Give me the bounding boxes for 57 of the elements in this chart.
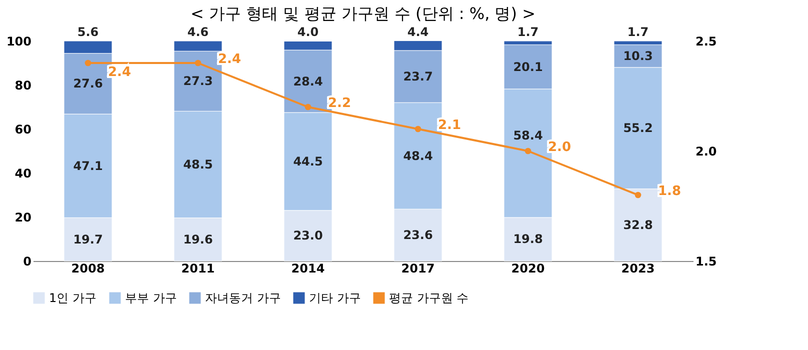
y-tick-label: 0 bbox=[23, 254, 32, 268]
y2-tick-label: 2.5 bbox=[696, 34, 717, 48]
y-tick-label: 60 bbox=[14, 122, 32, 136]
data-label: 19.7 bbox=[73, 232, 103, 246]
data-label: 2.1 bbox=[438, 118, 462, 133]
data-label: 5.6 bbox=[77, 25, 99, 39]
data-label: 48.4 bbox=[403, 148, 433, 163]
y2-tick-label: 1.5 bbox=[696, 254, 717, 268]
x-tick-label: 2023 bbox=[621, 262, 655, 276]
data-label: 4.6 bbox=[187, 25, 209, 39]
data-label: 2.4 bbox=[108, 65, 132, 80]
data-label: 10.3 bbox=[623, 49, 653, 64]
y2-tick-label: 2.0 bbox=[696, 144, 717, 158]
data-label: 20.1 bbox=[513, 60, 543, 74]
point bbox=[524, 148, 532, 154]
y-tick-label: 80 bbox=[14, 78, 32, 92]
data-label: 47.1 bbox=[73, 158, 103, 173]
data-label: 19.8 bbox=[513, 232, 543, 246]
x-tick-label: 2011 bbox=[181, 262, 215, 276]
x-tick-label: 2020 bbox=[511, 262, 545, 276]
legend-label: 평균 가구원 수 bbox=[389, 291, 469, 305]
data-label: 23.6 bbox=[403, 228, 433, 242]
point bbox=[414, 126, 422, 132]
point bbox=[84, 60, 92, 66]
data-label: 19.6 bbox=[183, 232, 213, 246]
chart-title: < 가구 형태 및 평균 가구원 수 (단위 : %, 명) > bbox=[190, 4, 536, 23]
y-tick-label: 20 bbox=[14, 210, 32, 224]
data-label: 1.8 bbox=[658, 184, 682, 199]
point bbox=[194, 60, 202, 66]
data-label: 58.4 bbox=[513, 128, 543, 143]
data-label: 23.7 bbox=[403, 70, 433, 84]
x-tick-label: 2014 bbox=[291, 262, 325, 276]
legend-label: 1인 가구 bbox=[49, 291, 96, 305]
data-label: 28.4 bbox=[293, 74, 323, 88]
data-label: 44.5 bbox=[293, 154, 323, 168]
point bbox=[304, 104, 312, 110]
data-label: 48.5 bbox=[183, 158, 213, 172]
data-label: 23.0 bbox=[293, 228, 323, 243]
data-label: 32.8 bbox=[623, 218, 653, 232]
y-tick-label: 100 bbox=[6, 34, 32, 48]
data-label: 1.7 bbox=[627, 25, 649, 39]
data-label: 55.2 bbox=[623, 121, 653, 136]
legend-label: 자녀동거 가구 bbox=[205, 291, 281, 305]
x-tick-label: 2017 bbox=[401, 262, 435, 276]
data-label: 27.6 bbox=[73, 76, 103, 91]
data-label: 27.3 bbox=[183, 74, 213, 88]
legend-label: 부부 가구 bbox=[125, 291, 177, 305]
data-label: 2.2 bbox=[328, 96, 352, 111]
data-label: 4.4 bbox=[407, 24, 429, 39]
data-label: 2.4 bbox=[218, 52, 242, 67]
y-tick-label: 40 bbox=[14, 166, 32, 180]
legend-label: 기타 가구 bbox=[309, 291, 361, 305]
data-label: 4.0 bbox=[297, 25, 319, 40]
x-tick-label: 2008 bbox=[71, 262, 105, 276]
point bbox=[634, 192, 642, 198]
data-label: 1.7 bbox=[517, 25, 539, 39]
data-label: 2.0 bbox=[548, 140, 572, 155]
